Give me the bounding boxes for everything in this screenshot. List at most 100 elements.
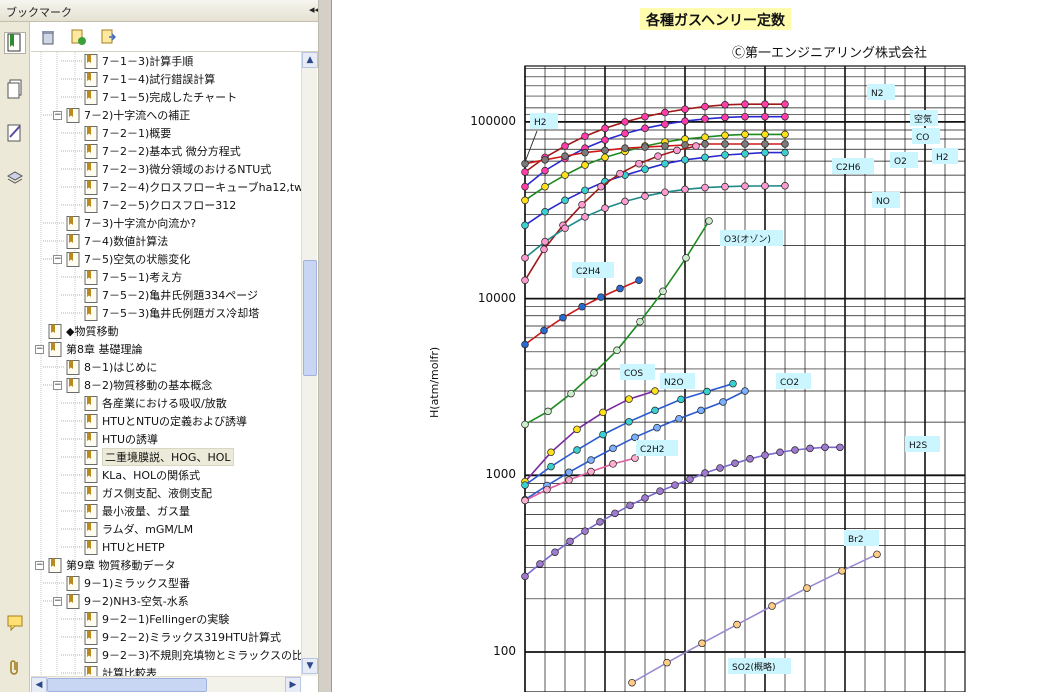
expand-toggle-icon[interactable]: − [53,109,62,120]
bookmark-item[interactable]: HTUの誘導 [71,430,158,448]
bookmark-item[interactable]: 7－4)数値計算法 [53,232,168,250]
bookmark-item[interactable]: 7－5－2)亀井氏例題334ページ [71,286,258,304]
expand-toggle-icon[interactable]: − [35,343,44,354]
bookmark-label: 7－1－5)完成したチャート [102,91,238,104]
bookmark-item[interactable]: ラムダ、mGM/LM [71,520,193,538]
series-label: 空気 [914,113,932,125]
attachments-icon[interactable] [4,656,26,678]
data-point [561,142,569,150]
bookmark-item[interactable]: KLa、HOLの関係式 [71,466,200,484]
expand-toggle-icon[interactable]: − [35,559,44,570]
layers-icon[interactable] [4,166,26,188]
bookmark-vertical-scrollbar[interactable]: ▲ ▼ [301,52,318,676]
data-point [721,131,729,140]
scroll-right-button[interactable]: ▶ [285,677,301,692]
bookmark-item[interactable]: − 7－2)十字流への補正 [53,106,190,124]
bookmark-item[interactable]: 7－2－2)基本式 微分方程式 [71,142,241,160]
data-point [609,444,617,453]
bookmark-item[interactable]: 9－2－3)不規則充填物とミラックスの比 [71,646,301,664]
bookmark-item[interactable]: 8－1)はじめに [53,358,157,376]
data-point [541,166,549,175]
bookmark-item[interactable]: − 9－2)NH3-空気-水系 [53,592,189,610]
data-point [543,485,551,494]
panel-splitter[interactable] [318,0,332,692]
bookmark-item[interactable]: − 第9章 物質移動データ [35,556,176,574]
chart-title: 各種ガスヘンリー定数 [640,8,792,30]
new-bookmark-icon[interactable] [67,26,89,48]
data-point [741,140,749,148]
bookmark-item[interactable]: HTUとNTUの定義および誘導 [71,412,247,430]
bookmark-item[interactable]: ガス側支配、液側支配 [71,484,212,502]
bookmark-item[interactable]: 7－1－4)試行錯誤計算 [71,70,215,88]
data-point [781,148,789,157]
data-point [701,183,709,192]
data-point [626,501,634,510]
bookmark-item[interactable]: ◆物質移動 [35,322,118,340]
scroll-left-button[interactable]: ◀ [31,677,47,692]
data-point [681,185,689,194]
data-point [609,460,617,468]
bookmark-item[interactable]: − 7－5)空気の状態変化 [53,250,190,268]
bookmark-item[interactable]: 7－5－3)亀井氏例題ガス冷却塔 [71,304,259,322]
collapse-panel-button[interactable]: ◂◂ [308,3,320,16]
delete-icon[interactable] [37,26,59,48]
bookmark-item[interactable]: 7－2－1)概要 [71,124,171,142]
horizontal-scroll-thumb[interactable] [47,678,207,692]
series-label-box [844,530,879,546]
data-point [521,276,529,285]
bookmark-label: 9－2－1)Fellingerの実験 [102,613,230,626]
bookmark-label: 7－4)数値計算法 [84,235,169,248]
expand-bookmark-icon[interactable] [97,26,119,48]
bookmark-item[interactable]: 9－2－2)ミラックス319HTU計算式 [71,628,281,646]
bookmark-label: 最小液量、ガス量 [102,505,190,518]
bookmark-item[interactable]: 9－1)ミラックス型番 [53,574,190,592]
data-point [781,182,789,190]
bookmark-item[interactable]: 最小液量、ガス量 [71,502,190,520]
bookmark-item[interactable]: 7－3)十字流か向流か? [53,214,196,232]
data-point [521,196,529,205]
data-point [661,120,669,128]
bookmark-item[interactable]: HTUとHETP [71,538,165,556]
series-label: O3(オゾン) [724,234,771,245]
bookmark-item[interactable]: 7－1－5)完成したチャート [71,88,237,106]
series-label: COS [624,369,643,379]
scroll-down-button[interactable]: ▼ [302,658,318,674]
bookmark-item[interactable]: 各産業における吸収/放散 [71,394,227,412]
bookmark-item[interactable]: 7－5－1)考え方 [71,268,182,286]
bookmark-panel-title: ブックマーク [6,6,72,19]
bookmark-item[interactable]: 計算比較表 [71,664,157,676]
data-point [581,132,589,140]
bookmark-page-icon [84,179,98,195]
bookmark-item[interactable]: − 8－2)物質移動の基本概念 [53,376,212,394]
bookmark-item[interactable]: 7－2－3)微分領域のおけるNTU式 [71,160,271,178]
data-point [547,448,555,457]
bookmark-item[interactable]: 7－2－4)クロスフローキューブha12,tw1 [71,178,301,196]
data-point [836,443,844,452]
expand-toggle-icon[interactable]: − [53,253,62,264]
bookmark-page-icon [84,143,98,159]
bookmark-page-icon [84,539,98,555]
data-point [601,136,609,144]
bookmarks-icon[interactable] [4,32,26,54]
data-point [741,130,749,139]
bookmark-item[interactable]: 二重境膜説、HOG、HOL [71,448,234,466]
bookmark-item[interactable]: 7－2－5)クロスフロー312 [71,196,236,214]
data-point [521,254,529,262]
expand-toggle-icon[interactable]: − [53,595,62,606]
bookmark-item[interactable]: − 第8章 基礎理論 [35,340,143,358]
bookmark-page-icon [66,215,80,231]
comments-icon[interactable] [4,612,26,634]
bookmark-item[interactable]: 7－1－3)計算手順 [71,52,193,70]
bookmark-horizontal-scrollbar[interactable]: ◀ ▶ [31,676,301,692]
pages-icon[interactable] [4,78,26,100]
data-point [721,151,729,159]
data-point [544,407,552,416]
expand-toggle-icon[interactable]: − [53,379,62,390]
signatures-icon[interactable] [4,122,26,144]
bookmark-item[interactable]: 9－2－1)Fellingerの実験 [71,610,229,628]
data-point [641,112,649,121]
scroll-up-button[interactable]: ▲ [302,52,318,68]
data-point [721,101,729,109]
data-point [621,144,629,152]
vertical-scroll-thumb[interactable] [303,260,317,376]
